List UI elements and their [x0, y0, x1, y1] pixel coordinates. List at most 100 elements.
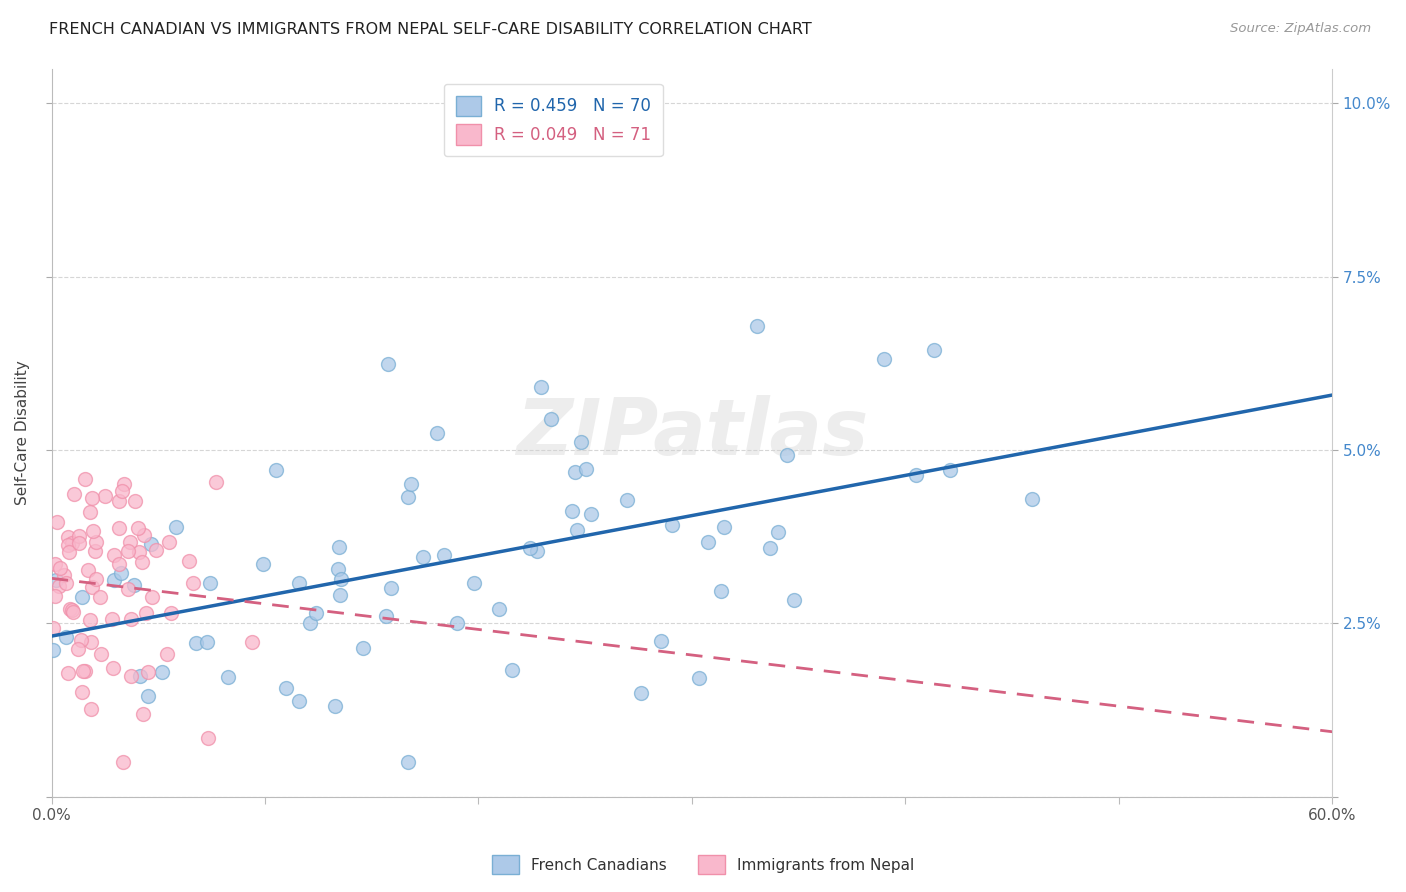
Point — [62, 605, 84, 619]
Point — [127, 521, 149, 535]
Point — [89, 591, 111, 605]
Point — [329, 572, 352, 586]
Legend: R = 0.459   N = 70, R = 0.049   N = 71: R = 0.459 N = 70, R = 0.049 N = 71 — [444, 84, 662, 156]
Text: FRENCH CANADIAN VS IMMIGRANTS FROM NEPAL SELF-CARE DISABILITY CORRELATION CHART: FRENCH CANADIAN VS IMMIGRANTS FROM NEPAL… — [49, 22, 811, 37]
Point — [60, 536, 83, 550]
Point — [128, 545, 150, 559]
Point — [82, 491, 104, 505]
Point — [82, 524, 104, 538]
Point — [398, 755, 420, 769]
Point — [426, 425, 449, 440]
Point — [145, 543, 167, 558]
Point — [124, 578, 146, 592]
Point — [463, 576, 485, 591]
Point — [156, 647, 179, 661]
Point — [70, 633, 93, 648]
Point — [77, 563, 100, 577]
Point — [73, 471, 96, 485]
Point — [120, 612, 142, 626]
Point — [79, 505, 101, 519]
Point — [45, 573, 67, 587]
Point — [616, 492, 638, 507]
Point — [713, 520, 735, 534]
Point — [118, 534, 141, 549]
Point — [501, 664, 523, 678]
Point — [131, 706, 153, 721]
Point — [905, 467, 928, 482]
Point — [264, 463, 287, 477]
Point — [124, 493, 146, 508]
Point — [399, 477, 422, 491]
Point — [56, 665, 79, 680]
Point — [80, 702, 103, 716]
Point — [328, 540, 350, 554]
Point — [44, 557, 66, 571]
Point — [111, 755, 134, 769]
Point — [107, 558, 129, 572]
Point — [131, 555, 153, 569]
Point — [135, 606, 157, 620]
Point — [217, 670, 239, 684]
Point — [1021, 491, 1043, 506]
Point — [526, 543, 548, 558]
Point — [134, 528, 156, 542]
Point — [540, 412, 562, 426]
Point — [60, 603, 83, 617]
Point — [922, 343, 945, 357]
Point — [56, 529, 79, 543]
Point — [873, 352, 896, 367]
Point — [103, 548, 125, 562]
Point — [75, 665, 97, 679]
Text: ZIPatlas: ZIPatlas — [516, 394, 868, 471]
Point — [117, 544, 139, 558]
Point — [375, 609, 398, 624]
Point — [67, 529, 90, 543]
Point — [352, 641, 374, 656]
Point — [90, 647, 112, 661]
Y-axis label: Self-Care Disability: Self-Care Disability — [15, 360, 30, 505]
Point — [136, 689, 159, 703]
Point — [55, 630, 77, 644]
Point — [79, 613, 101, 627]
Point — [398, 490, 420, 504]
Point — [561, 504, 583, 518]
Point — [42, 620, 65, 634]
Point — [110, 566, 132, 580]
Point — [181, 576, 204, 591]
Point — [661, 518, 683, 533]
Point — [200, 576, 222, 591]
Point — [70, 685, 93, 699]
Point — [72, 664, 94, 678]
Point — [710, 584, 733, 599]
Point — [136, 665, 159, 680]
Point — [120, 669, 142, 683]
Point — [630, 686, 652, 700]
Point — [299, 615, 322, 630]
Point — [179, 554, 201, 568]
Point — [433, 548, 456, 562]
Point — [380, 581, 402, 595]
Point — [129, 669, 152, 683]
Point — [59, 602, 82, 616]
Legend: French Canadians, Immigrants from Nepal: French Canadians, Immigrants from Nepal — [485, 849, 921, 880]
Point — [197, 731, 219, 746]
Point — [112, 477, 135, 491]
Point — [84, 573, 107, 587]
Point — [117, 582, 139, 596]
Point — [58, 545, 80, 559]
Point — [101, 661, 124, 675]
Point — [579, 507, 602, 521]
Point — [67, 642, 90, 657]
Point — [101, 612, 124, 626]
Point — [150, 665, 173, 679]
Point — [63, 486, 86, 500]
Point — [84, 534, 107, 549]
Point — [305, 606, 328, 620]
Point — [44, 589, 66, 603]
Point — [564, 466, 586, 480]
Point — [329, 588, 352, 602]
Point — [939, 463, 962, 477]
Point — [83, 544, 105, 558]
Point — [108, 494, 131, 508]
Point — [186, 636, 208, 650]
